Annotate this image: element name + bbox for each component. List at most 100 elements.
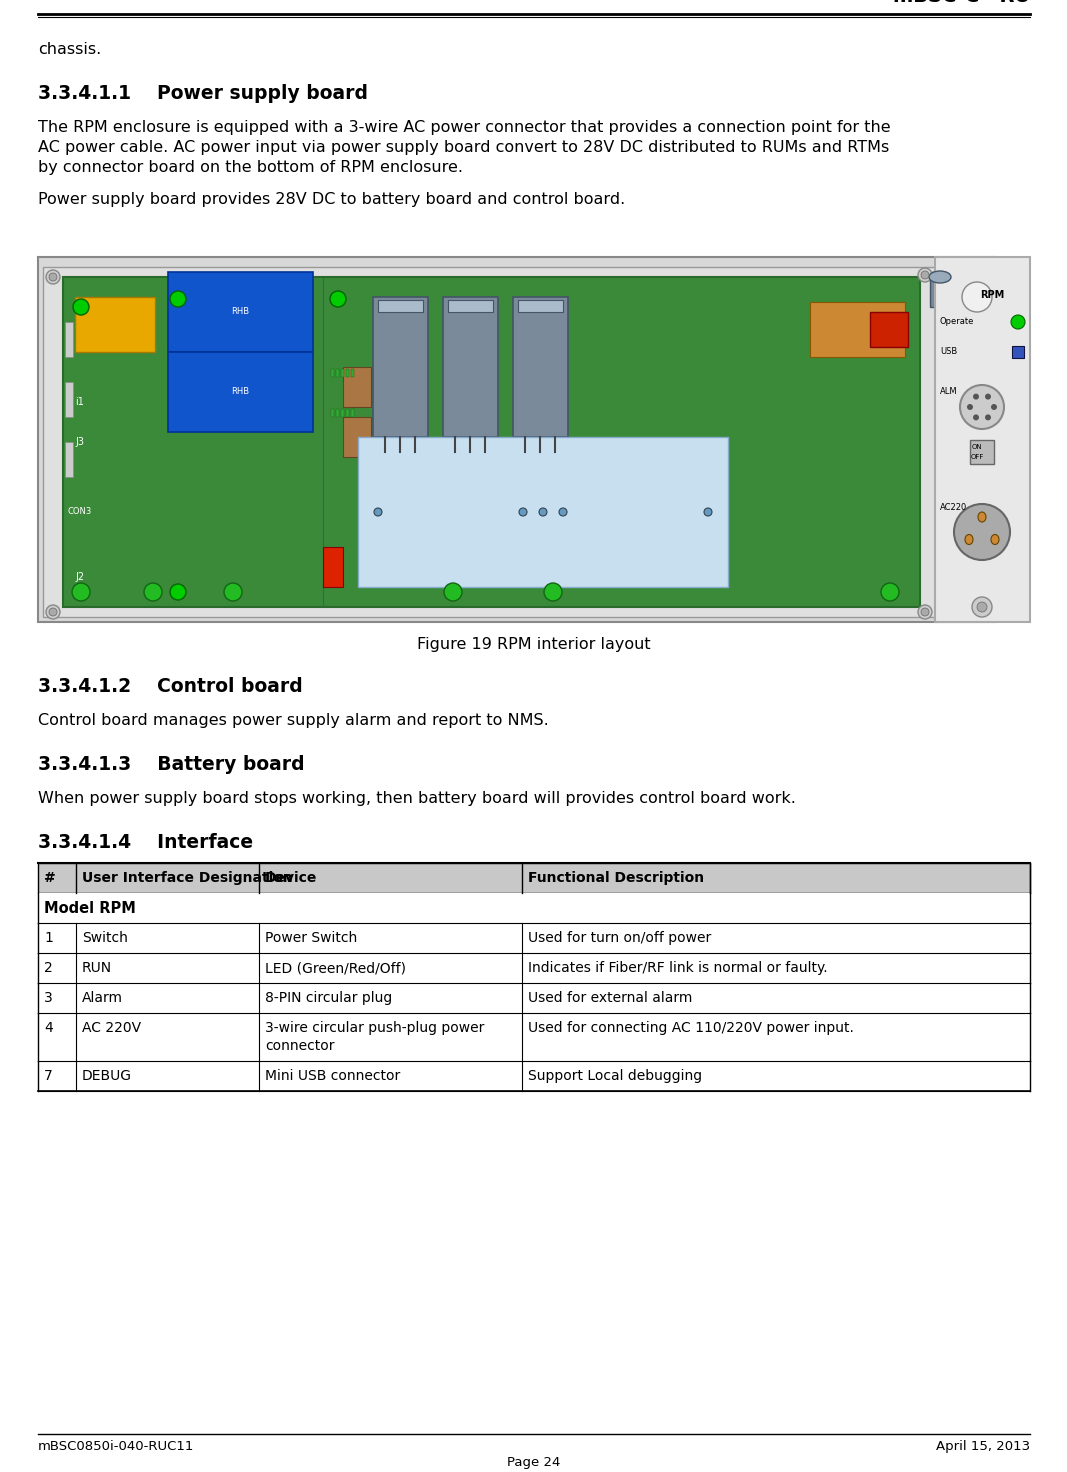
Text: The RPM enclosure is equipped with a 3-wire AC power connector that provides a c: The RPM enclosure is equipped with a 3-w… [38,121,891,135]
Bar [341,409,344,417]
Bar [43,266,985,617]
Text: 3.3.4.1.2    Control board: 3.3.4.1.2 Control board [38,677,303,696]
Text: 3-wire circular push-plug power: 3-wire circular push-plug power [266,1022,484,1035]
Bar [38,1013,1030,1061]
Text: RHB: RHB [230,308,249,316]
Text: Operate: Operate [940,318,974,327]
Bar [343,367,371,406]
Text: CON3: CON3 [67,506,92,517]
Text: Power Switch: Power Switch [266,930,357,945]
Bar [331,369,334,377]
Text: Control board manages power supply alarm and report to NMS.: Control board manages power supply alarm… [38,712,548,729]
Text: Power supply board provides 28V DC to battery board and control board.: Power supply board provides 28V DC to ba… [38,191,625,208]
Text: April 15, 2013: April 15, 2013 [936,1440,1030,1453]
Text: 8-PIN circular plug: 8-PIN circular plug [266,991,393,1005]
Bar [378,300,423,312]
Circle shape [144,583,162,601]
Circle shape [330,291,346,308]
Bar [930,272,950,308]
Text: Support Local debugging: Support Local debugging [528,1069,702,1083]
Text: 4: 4 [44,1022,52,1035]
Circle shape [539,508,547,517]
Text: J3: J3 [75,437,84,447]
Circle shape [46,269,60,284]
Circle shape [704,508,712,517]
Bar [351,369,354,377]
Bar [351,409,354,417]
Circle shape [973,393,980,399]
Bar [513,297,568,437]
Circle shape [73,299,89,315]
Bar [810,302,905,358]
Bar [935,258,1030,623]
Text: 3.3.4.1.3    Battery board: 3.3.4.1.3 Battery board [38,755,304,774]
Text: Indicates if Fiber/RF link is normal or faulty.: Indicates if Fiber/RF link is normal or … [528,961,828,974]
Text: OFF: OFF [970,453,984,459]
Text: User Interface Designation: User Interface Designation [82,871,292,885]
Circle shape [559,508,567,517]
Bar [38,952,1030,983]
Bar [341,369,344,377]
Bar [38,983,1030,1013]
Circle shape [46,605,60,620]
Bar [38,1061,1030,1091]
Ellipse shape [991,534,999,545]
Text: Page 24: Page 24 [507,1456,560,1469]
Text: Device: Device [266,871,318,885]
Text: AC power cable. AC power input via power supply board convert to 28V DC distribu: AC power cable. AC power input via power… [38,140,889,155]
Bar [346,369,349,377]
Bar [970,440,994,464]
Circle shape [544,583,562,601]
Circle shape [991,403,997,411]
Circle shape [49,608,57,615]
Bar [323,548,343,587]
Text: USB: USB [940,347,957,356]
Circle shape [967,403,973,411]
Circle shape [170,584,186,601]
Circle shape [960,386,1004,428]
Circle shape [977,602,987,612]
Circle shape [49,272,57,281]
Text: 3.3.4.1.4    Interface: 3.3.4.1.4 Interface [38,833,253,852]
Circle shape [170,291,186,308]
Bar [359,437,728,587]
Text: by connector board on the bottom of RPM enclosure.: by connector board on the bottom of RPM … [38,160,463,175]
Circle shape [375,508,382,517]
Bar [75,297,155,352]
Text: J2: J2 [75,573,84,581]
Text: 3: 3 [44,991,52,1005]
Text: 7: 7 [44,1069,52,1083]
Text: #: # [44,871,55,885]
Text: AC 220V: AC 220V [82,1022,141,1035]
Circle shape [519,508,527,517]
Text: Used for connecting AC 110/220V power input.: Used for connecting AC 110/220V power in… [528,1022,854,1035]
Ellipse shape [929,271,951,283]
Circle shape [71,583,90,601]
Circle shape [921,271,929,280]
Text: LED (Green/Red/Off): LED (Green/Red/Off) [266,961,407,974]
Text: i1: i1 [75,397,84,406]
Bar [168,272,313,352]
Bar [65,383,73,417]
Text: Alarm: Alarm [82,991,123,1005]
Bar [331,409,334,417]
Bar [38,894,1030,923]
Bar [373,297,428,437]
Bar [168,352,313,431]
Text: DEBUG: DEBUG [82,1069,131,1083]
Bar [336,369,339,377]
Circle shape [918,605,931,620]
Text: RUN: RUN [82,961,112,974]
Circle shape [973,415,980,421]
Text: mBSC0850i-040-RUC11: mBSC0850i-040-RUC11 [38,1440,194,1453]
Circle shape [73,584,89,601]
Ellipse shape [978,512,986,523]
Circle shape [954,503,1010,559]
Ellipse shape [965,534,973,545]
Text: AC220: AC220 [940,502,968,511]
Bar [343,417,371,456]
Bar [63,277,920,606]
Bar [1012,346,1024,358]
Bar [336,409,339,417]
Text: RPM: RPM [980,290,1004,300]
